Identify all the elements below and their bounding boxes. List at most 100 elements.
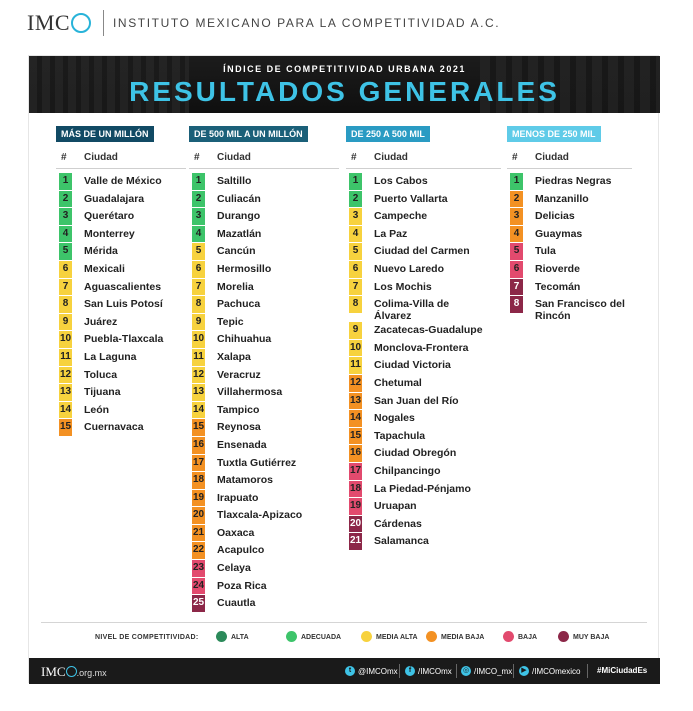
- city-name: Tula: [535, 245, 556, 258]
- legend: NIVEL DE COMPETITIVIDAD: ALTA ADECUADA MED…: [41, 622, 647, 646]
- social-handle: @IMCOmx: [358, 667, 398, 676]
- city-name: Tapachula: [374, 429, 426, 442]
- footer-logo-text: IMC: [41, 664, 66, 679]
- city-name: Celaya: [217, 562, 251, 575]
- ranking-column: MENOS DE 250 MIL # Ciudad 1 Piedras Negras 2 M…: [507, 124, 632, 322]
- city-name: Nuevo Laredo: [374, 262, 445, 275]
- legend-text: MEDIA ALTA: [376, 634, 418, 641]
- imco-logo[interactable]: IMC: [27, 10, 92, 36]
- rank-column-label: #: [194, 152, 200, 163]
- city-row: 21 Salamanca: [346, 533, 501, 551]
- rank-badge: 13: [192, 384, 205, 401]
- rank-badge: 25: [192, 595, 205, 612]
- rank-badge: 11: [349, 357, 362, 374]
- city-name: Saltillo: [217, 175, 252, 187]
- footer-divider: [587, 664, 588, 678]
- logo-ring-icon: [71, 13, 92, 33]
- city-row: 1 Piedras Negras: [507, 173, 632, 191]
- legend-text: MEDIA BAJA: [441, 634, 485, 641]
- footer-logo[interactable]: IMC .org.mx: [41, 664, 107, 680]
- facebook-icon: f: [405, 666, 415, 676]
- city-name: Durango: [217, 210, 261, 223]
- city-row: 13 Tijuana: [56, 384, 186, 402]
- city-name: Tepic: [217, 315, 244, 328]
- rank-badge: 22: [192, 542, 205, 560]
- city-row: 9 Zacatecas-Guadalupe: [346, 322, 501, 340]
- city-row: 9 Tepic: [189, 313, 339, 332]
- city-row: 5 Mérida: [56, 243, 186, 261]
- rank-badge: 19: [349, 498, 362, 515]
- city-column-label: Ciudad: [84, 152, 118, 163]
- rank-badge: 5: [192, 243, 205, 260]
- legend-dot: [216, 631, 227, 642]
- city-name: Los Cabos: [374, 175, 428, 187]
- rank-badge: 7: [510, 278, 523, 296]
- city-row: 16 Ensenada: [189, 436, 339, 455]
- city-name: Los Mochis: [374, 280, 432, 293]
- rank-badge: 1: [349, 173, 362, 190]
- city-row: 4 Guaymas: [507, 225, 632, 244]
- city-name: Tecomán: [535, 280, 581, 293]
- city-name: Irapuato: [217, 491, 259, 504]
- footer-divider: [456, 664, 457, 678]
- city-name: Matamoros: [217, 474, 274, 487]
- city-name: Cuautla: [217, 597, 256, 610]
- footer-domain: .org.mx: [76, 668, 107, 678]
- city-name: Puerto Vallarta: [374, 192, 448, 205]
- city-row: 14 Tampico: [189, 401, 339, 420]
- rank-badge: 20: [349, 515, 362, 533]
- rank-badge: 1: [510, 173, 523, 190]
- hashtag[interactable]: #MiCiudadEs: [597, 666, 648, 675]
- banner-title: RESULTADOS GENERALES: [129, 76, 560, 107]
- city-name: Monterrey: [84, 227, 135, 240]
- city-name: Ciudad Victoria: [374, 359, 451, 372]
- city-row: 1 Saltillo: [189, 173, 339, 191]
- banner: ÍNDICE DE COMPETITIVIDAD URBANA 2021 RES…: [29, 56, 660, 113]
- city-name: Guaymas: [535, 227, 583, 240]
- city-list: 1 Piedras Negras 2 Manzanillo 3 Delicias 4 Guay…: [507, 173, 632, 322]
- rank-badge: 8: [510, 296, 523, 313]
- city-row: 10 Monclova-Frontera: [346, 339, 501, 358]
- column-labels: # Ciudad: [346, 145, 501, 169]
- ranking-column: MÁS DE UN MILLÓN # Ciudad 1 Valle de México 2…: [56, 124, 186, 437]
- rank-badge: 11: [59, 348, 72, 366]
- city-name: Campeche: [374, 210, 428, 223]
- city-name: Cárdenas: [374, 517, 422, 530]
- city-name: Hermosillo: [217, 262, 272, 275]
- city-row: 2 Culiacán: [189, 190, 339, 209]
- legend-dot: [286, 631, 297, 642]
- city-name: Oaxaca: [217, 526, 255, 539]
- legend-text: ALTA: [231, 634, 249, 641]
- city-name: Mérida: [84, 245, 118, 258]
- rank-badge: 12: [59, 366, 72, 384]
- footer-divider: [513, 664, 514, 678]
- city-name: Poza Rica: [217, 579, 267, 592]
- city-row: 2 Manzanillo: [507, 190, 632, 209]
- rank-badge: 6: [192, 260, 205, 278]
- legend-label: NIVEL DE COMPETITIVIDAD:: [95, 634, 199, 641]
- footer-divider: [399, 664, 400, 678]
- city-name: Delicias: [535, 210, 575, 223]
- banner-subtitle: ÍNDICE DE COMPETITIVIDAD URBANA 2021: [223, 64, 466, 74]
- city-row: 4 Mazatlán: [189, 225, 339, 244]
- city-name: Aguascalientes: [84, 280, 162, 293]
- social-handle: /IMCO_mx: [474, 667, 513, 676]
- city-name: Mexicali: [84, 262, 125, 275]
- city-name: San Francisco del Rincón: [535, 298, 625, 323]
- city-row: 11 Xalapa: [189, 348, 339, 367]
- city-column-label: Ciudad: [535, 152, 569, 163]
- rank-badge: 15: [59, 419, 72, 436]
- city-row: 12 Toluca: [56, 366, 186, 385]
- footer: IMC .org.mx t @IMCOmx f/IMCOmx ◎/IMCO_mx ▶/IM…: [29, 658, 660, 684]
- rank-badge: 1: [192, 173, 205, 190]
- rank-badge: 9: [349, 322, 362, 339]
- city-row: 20 Cárdenas: [346, 515, 501, 534]
- city-name: Xalapa: [217, 350, 251, 363]
- city-name: Zacatecas-Guadalupe: [374, 324, 483, 337]
- city-row: 3 Durango: [189, 208, 339, 226]
- city-name: Chilpancingo: [374, 464, 441, 477]
- city-row: 1 Valle de México: [56, 173, 186, 191]
- city-column-label: Ciudad: [374, 152, 408, 163]
- city-name: Villahermosa: [217, 386, 283, 399]
- rank-badge: 8: [349, 296, 362, 313]
